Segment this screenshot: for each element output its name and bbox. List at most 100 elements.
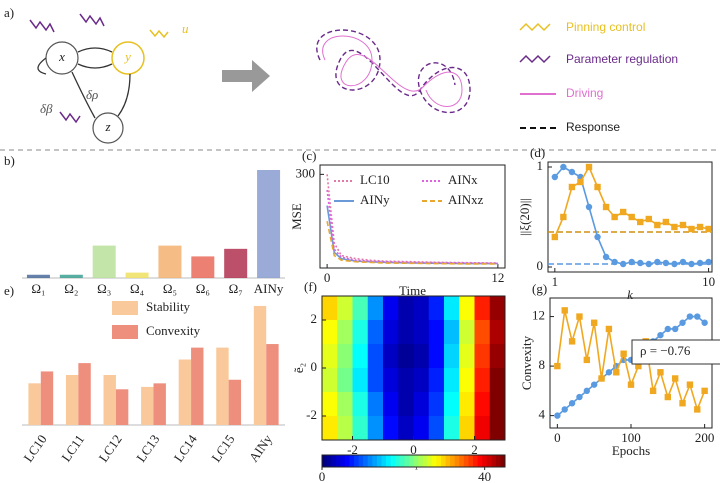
heat-cell: [459, 344, 475, 369]
heat-cell: [322, 392, 338, 417]
y-axis-label: Convexity: [519, 335, 534, 390]
bar: [103, 375, 116, 425]
x-tick-label: Ω₅: [163, 281, 177, 296]
heat-cell: [413, 392, 430, 417]
point: [585, 163, 593, 171]
heat-cell: [383, 320, 399, 345]
colorbar-segment: [454, 455, 460, 467]
heat-cell: [398, 392, 414, 417]
legend-label: Driving: [566, 86, 603, 100]
bar: [191, 256, 215, 278]
point: [583, 356, 591, 364]
heat-cell: [413, 368, 430, 393]
colorbar-segment: [344, 455, 350, 467]
y-tick-label: 2: [311, 311, 318, 326]
legend-label: LC10: [360, 172, 390, 187]
panel-label: (d): [530, 145, 545, 160]
point: [627, 381, 635, 388]
series-line: [326, 174, 498, 264]
point: [671, 260, 678, 268]
heat-cell: [367, 296, 384, 321]
heat-cell: [383, 416, 399, 441]
bar: [26, 274, 50, 278]
y-tick-label: 0: [311, 359, 318, 374]
heat-cell: [489, 416, 506, 441]
point: [688, 225, 695, 233]
point: [701, 387, 708, 395]
bar: [257, 170, 281, 278]
bar: [191, 347, 204, 425]
point: [568, 338, 576, 345]
panel-label: b): [4, 153, 15, 168]
colorbar-segment: [331, 455, 337, 467]
heat-cell: [352, 296, 369, 321]
point: [576, 393, 583, 401]
x-tick-label: 200: [695, 430, 715, 445]
colorbar-segment: [491, 455, 497, 467]
colorbar-segment: [386, 455, 392, 467]
x-tick-label: LC10: [20, 432, 49, 465]
bar: [40, 371, 54, 425]
point: [620, 350, 627, 357]
y-tick-label: -2: [306, 407, 317, 422]
legend-label: Pinning control: [566, 20, 645, 34]
heat-cell: [444, 416, 460, 441]
point: [664, 325, 672, 333]
heat-cell: [337, 344, 353, 369]
heat-cell: [322, 296, 338, 321]
point: [568, 183, 576, 191]
point: [679, 400, 686, 407]
y-axis-label: ||ξ(20)||: [517, 198, 532, 236]
heat-cell: [337, 368, 353, 393]
point: [594, 183, 601, 191]
y-axis-label: ẽ₂: [291, 363, 306, 373]
bar: [92, 245, 116, 278]
heat-cell: [322, 368, 338, 393]
x-tick-label: 100: [621, 430, 641, 445]
point: [605, 325, 613, 333]
arrow: [222, 60, 270, 92]
point: [645, 260, 652, 268]
heat-cell: [459, 368, 475, 393]
y-tick-label: 0: [537, 258, 544, 273]
colorbar-segment: [459, 455, 465, 467]
attractor: [322, 35, 463, 107]
panel-label: (g): [532, 281, 547, 296]
x-tick-label: Ω₇: [229, 281, 243, 296]
colorbar-segment: [440, 455, 447, 467]
bar: [115, 389, 129, 425]
heat-cell: [383, 392, 399, 417]
y-tick-label: 1: [537, 158, 544, 173]
panel-label: (f): [304, 279, 317, 294]
heat-cell: [337, 296, 353, 321]
colorbar-segment: [326, 455, 332, 467]
point: [583, 387, 591, 395]
colorbar-segment: [358, 455, 364, 467]
heat-cell: [413, 416, 430, 441]
colorbar-segment: [390, 455, 396, 467]
point: [590, 319, 598, 326]
bar: [178, 359, 192, 425]
heat-cell: [367, 320, 384, 345]
heat-cell: [444, 296, 460, 321]
heat-cell: [337, 392, 353, 417]
colorbar-segment: [495, 455, 501, 467]
point: [594, 233, 601, 241]
legend-label: AINxz: [448, 192, 484, 207]
point: [568, 168, 576, 176]
x-tick-label: Ω₄: [130, 281, 145, 296]
point: [679, 258, 687, 266]
point: [662, 218, 670, 226]
colorbar-segment: [376, 455, 382, 467]
colorbar-segment: [372, 455, 378, 467]
bar: [28, 383, 41, 425]
x-tick-label: 1: [552, 274, 559, 289]
point: [671, 375, 679, 382]
panel-label: a): [4, 5, 14, 20]
heat-cell: [367, 368, 384, 393]
point: [590, 381, 598, 388]
heat-cell: [398, 416, 414, 441]
point: [598, 375, 605, 382]
x-tick-label: Ω₁: [31, 281, 45, 296]
colorbar-segment: [408, 455, 414, 467]
